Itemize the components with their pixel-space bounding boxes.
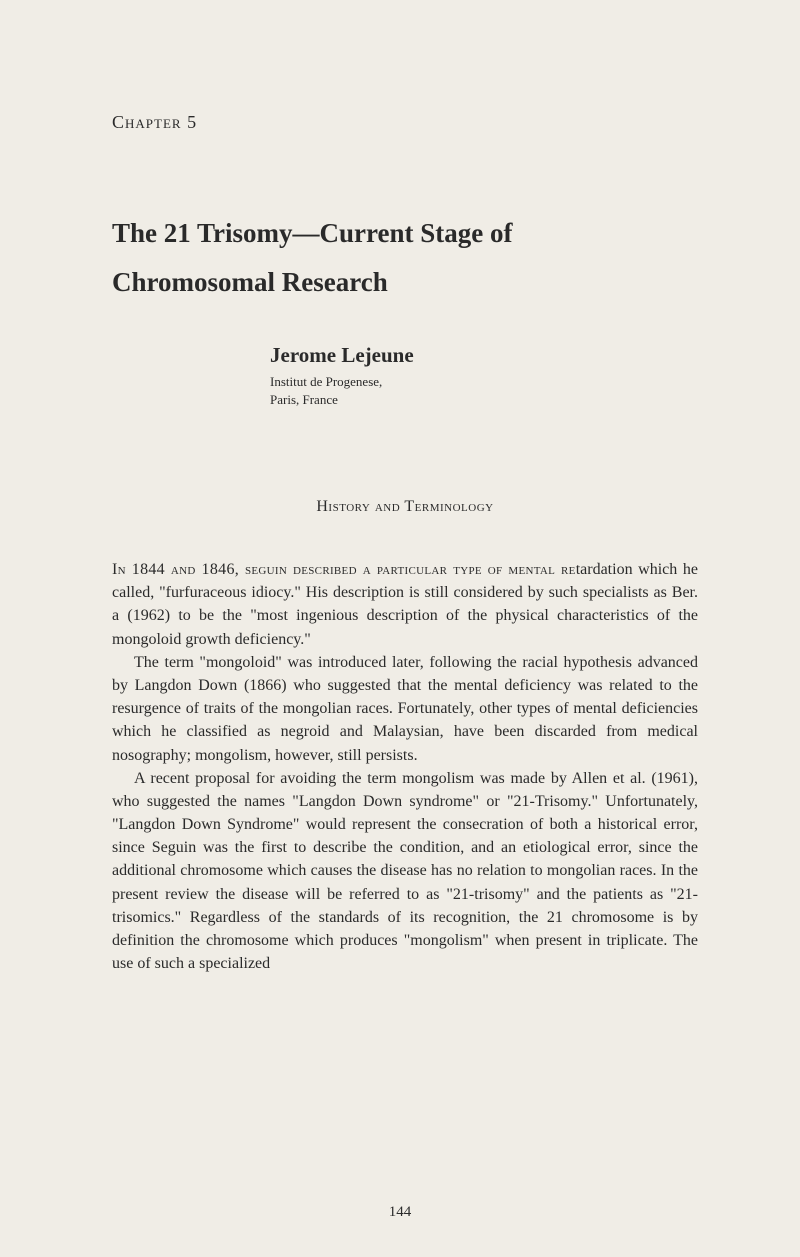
chapter-label: Chapter 5 <box>112 112 698 133</box>
section-heading: History and Terminology <box>112 498 698 516</box>
title-line-2: Chromosomal Research <box>112 267 698 298</box>
paragraph-1: In 1844 and 1846, seguin described a par… <box>112 558 698 651</box>
page-number: 144 <box>0 1204 800 1221</box>
author-affiliation-2: Paris, France <box>270 392 698 408</box>
author-affiliation-1: Institut de Progenese, <box>270 374 698 390</box>
author-name: Jerome Lejeune <box>270 343 698 368</box>
title-line-1: The 21 Trisomy—Current Stage of <box>112 218 698 249</box>
author-block: Jerome Lejeune Institut de Progenese, Pa… <box>270 343 698 408</box>
body-text: In 1844 and 1846, seguin described a par… <box>112 558 698 975</box>
para-1-opening: In 1844 and 1846, seguin described a par… <box>112 561 576 578</box>
paragraph-2: The term "mongoloid" was introduced late… <box>112 651 698 767</box>
paragraph-3: A recent proposal for avoiding the term … <box>112 767 698 976</box>
